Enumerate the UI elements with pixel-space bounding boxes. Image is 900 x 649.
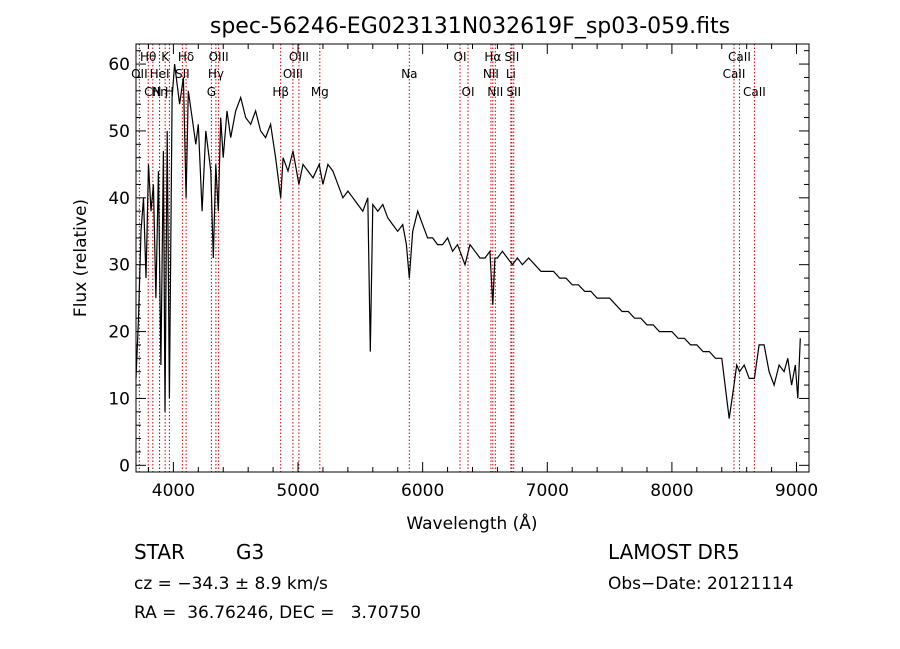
line-label-23: SII [505,50,520,64]
line-label-2: CN [144,85,161,99]
line-label-5: K [161,50,170,64]
x-tick-label: 6000 [401,481,444,501]
x-tick-label: 9000 [775,481,818,501]
line-label-21: NII [487,85,503,99]
spectral-line-labels: HθOIICNHηHeIKHSIIHδGHγOIIIHβOIIIOIIIMgNa… [131,50,766,99]
y-tick-label: 10 [108,389,130,409]
y-tick-label: 60 [108,55,130,75]
line-label-14: OIII [289,50,309,64]
line-label-9: G [207,85,216,99]
y-tick-label: 40 [108,189,130,209]
x-tick-label: 7000 [526,481,569,501]
line-label-4: HeI [150,67,170,81]
observation-date: Obs−Date: 20121114 [608,574,794,594]
line-label-22: Li [506,67,516,81]
line-label-13: OIII [283,67,303,81]
line-label-0: Hθ [140,50,156,64]
survey-name: LAMOST DR5 [608,540,740,564]
line-label-8: Hδ [178,50,194,64]
line-label-18: OI [462,85,475,99]
line-label-3: Hη [151,85,168,99]
line-label-27: CaII [743,85,766,99]
object-type: STAR [134,540,185,564]
coordinates: RA = 36.76246, DEC = 3.70750 [134,603,421,623]
y-tick-label: 50 [108,122,130,142]
line-label-20: Hα [484,50,501,64]
object-subclass: G3 [236,540,265,564]
line-label-10: Hγ [208,67,224,81]
x-tick-label: 5000 [276,481,319,501]
line-label-6: H [165,85,174,99]
line-label-19: NII [483,67,499,81]
spectral-line-markers [138,44,755,472]
x-tick-label: 4000 [152,481,195,501]
line-label-17: OI [454,50,467,64]
y-axis: 0 10 20 30 40 50 60 [108,50,809,476]
line-label-7: SII [175,67,190,81]
y-tick-label: 0 [119,456,130,476]
line-label-25: CaII [723,67,746,81]
y-axis-label: Flux (relative) [71,199,91,317]
x-axis: 4000 5000 6000 7000 8000 9000 [147,44,818,501]
y-tick-label: 20 [108,323,130,343]
line-label-15: Mg [311,85,329,99]
spectrum-line [135,64,801,419]
line-label-16: Na [401,67,417,81]
chart-title: spec-56246-EG023131N032619F_sp03-059.fit… [210,14,730,39]
line-label-12: Hβ [272,85,289,99]
line-label-11: OIII [209,50,229,64]
line-label-1: OII [131,67,148,81]
line-label-26: CaII [728,50,751,64]
x-tick-label: 8000 [650,481,693,501]
y-tick-label: 30 [108,256,130,276]
line-label-24: SII [506,85,521,99]
x-axis-label: Wavelength (Å) [406,512,537,534]
redshift-velocity: cz = −34.3 ± 8.9 km/s [134,574,328,594]
